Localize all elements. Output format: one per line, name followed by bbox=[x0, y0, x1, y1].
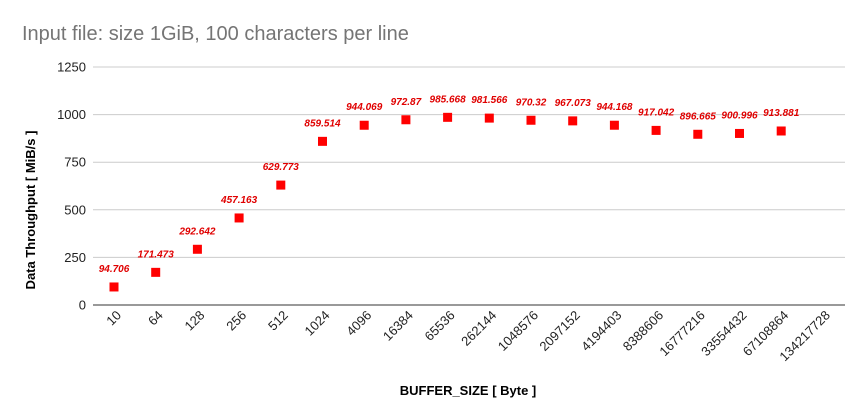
x-tick-label: 16384 bbox=[380, 308, 416, 344]
x-tick-label: 10 bbox=[103, 308, 124, 329]
data-point bbox=[109, 282, 119, 292]
x-tick-label: 1024 bbox=[302, 308, 333, 339]
data-label: 917.042 bbox=[638, 107, 675, 118]
x-tick-label: 262144 bbox=[458, 308, 499, 349]
data-point bbox=[484, 113, 494, 123]
data-label: 981.566 bbox=[471, 95, 508, 106]
x-tick-label: 512 bbox=[265, 308, 291, 334]
data-label: 967.073 bbox=[555, 98, 592, 109]
data-point bbox=[359, 120, 369, 130]
y-tick-label: 1000 bbox=[57, 107, 86, 122]
data-label: 985.668 bbox=[430, 94, 467, 105]
data-point bbox=[234, 213, 244, 223]
data-point bbox=[401, 115, 411, 125]
data-label: 896.665 bbox=[680, 111, 717, 122]
data-point bbox=[276, 180, 286, 190]
data-label: 629.773 bbox=[263, 162, 300, 173]
x-tick-label: 64 bbox=[145, 308, 166, 329]
data-point bbox=[693, 129, 703, 139]
data-point bbox=[735, 128, 744, 138]
data-label: 970.32 bbox=[516, 97, 547, 108]
data-point bbox=[568, 116, 578, 126]
y-tick-label: 500 bbox=[64, 202, 86, 217]
x-axis-label: BUFFER_SIZE [ Byte ] bbox=[400, 383, 537, 398]
x-tick-label: 2097152 bbox=[536, 308, 582, 354]
data-label: 457.163 bbox=[220, 195, 258, 206]
data-point bbox=[318, 136, 327, 146]
data-label: 171.473 bbox=[138, 249, 175, 260]
y-tick-label: 1250 bbox=[57, 60, 86, 75]
y-axis-ticks: 0 250 500 750 1000 1250 bbox=[57, 60, 86, 313]
data-label: 972.87 bbox=[391, 97, 422, 108]
data-label: 900.996 bbox=[721, 110, 758, 121]
x-tick-label: 4096 bbox=[343, 308, 374, 339]
data-point bbox=[609, 120, 619, 130]
data-point bbox=[776, 126, 786, 136]
data-label: 944.069 bbox=[346, 102, 383, 113]
x-tick-label: 1048576 bbox=[495, 308, 541, 354]
x-tick-label: 65536 bbox=[422, 308, 458, 344]
y-tick-label: 750 bbox=[64, 155, 86, 170]
y-tick-label: 0 bbox=[79, 298, 86, 313]
y-axis-label: Data Throughput [ MiB/s ] bbox=[23, 131, 38, 290]
data-label: 94.706 bbox=[99, 264, 130, 275]
data-label: 913.881 bbox=[763, 108, 800, 119]
x-tick-label: 4194403 bbox=[578, 308, 624, 354]
data-labels: 94.706 171.473 292.642 457.163 629.773 859.51… bbox=[99, 94, 800, 275]
y-tick-label: 250 bbox=[64, 250, 86, 265]
data-point bbox=[651, 125, 661, 135]
data-label: 859.514 bbox=[304, 118, 341, 129]
x-axis-ticks: 10 64 128 256 512 1024 4096 16384 65536 262144104… bbox=[103, 308, 833, 365]
data-points bbox=[109, 112, 786, 292]
x-tick-label: 256 bbox=[223, 308, 249, 334]
grid-lines bbox=[93, 66, 845, 306]
data-point bbox=[443, 112, 453, 122]
data-point bbox=[526, 115, 536, 125]
data-point bbox=[192, 244, 202, 254]
x-tick-label: 128 bbox=[182, 308, 208, 334]
data-label: 292.642 bbox=[178, 226, 216, 237]
data-point bbox=[151, 267, 161, 277]
data-label: 944.168 bbox=[596, 102, 633, 113]
chart-title: Input file: size 1GiB, 100 characters pe… bbox=[22, 23, 409, 45]
